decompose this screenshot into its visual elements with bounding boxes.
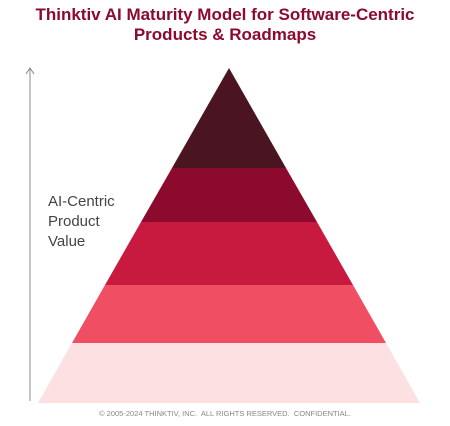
pyramid-layer <box>72 285 386 343</box>
axis-arrowhead <box>25 67 35 75</box>
pyramid <box>38 68 420 403</box>
pyramid-layer <box>141 168 317 222</box>
title-line: Thinktiv AI Maturity Model for Software-… <box>35 5 414 24</box>
pyramid-layer <box>172 68 286 168</box>
footer: © 2005-2024 THINKTIV, INC. ALL RIGHTS RE… <box>99 409 351 418</box>
pyramid-layer <box>38 343 420 403</box>
title-line: Products & Roadmaps <box>134 25 316 44</box>
axis-label-line: Product <box>48 213 101 230</box>
axis-label-line: AI-Centric <box>48 193 115 210</box>
axis-label-line: Value <box>48 233 85 250</box>
pyramid-layer <box>105 222 353 285</box>
